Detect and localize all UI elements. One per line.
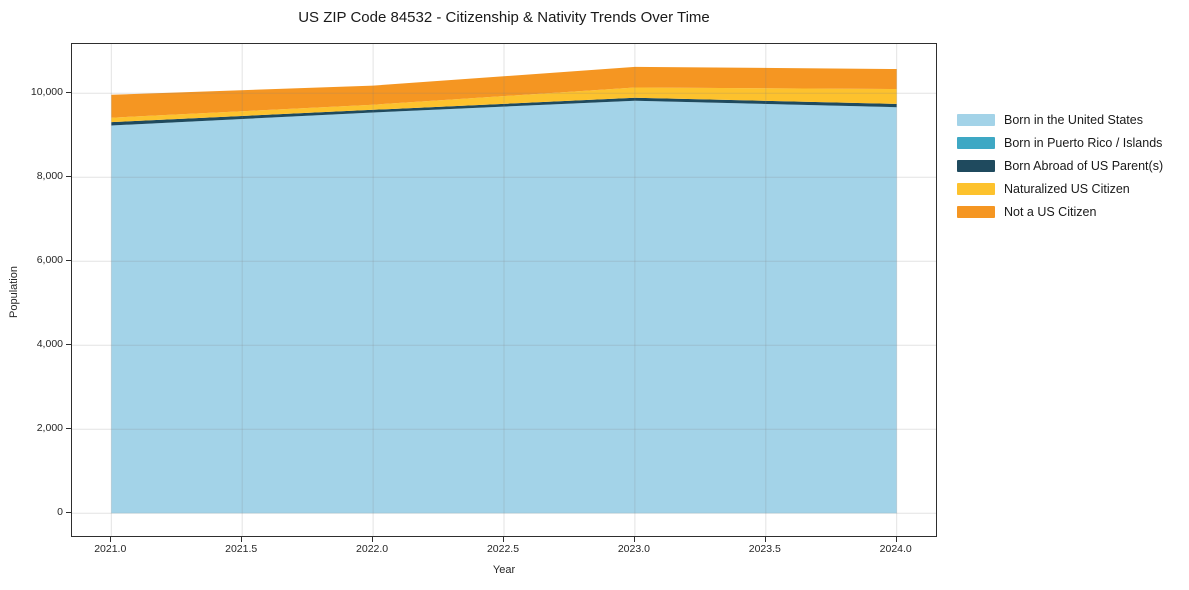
x-axis-label: Year <box>492 564 516 576</box>
x-tick-label: 2023.5 <box>748 543 781 555</box>
area-series <box>111 87 897 123</box>
legend-item: Born in the United States <box>957 108 1163 131</box>
legend-label: Born Abroad of US Parent(s) <box>1004 158 1164 173</box>
y-tick-mark <box>66 176 71 178</box>
legend-item: Born Abroad of US Parent(s) <box>957 154 1163 177</box>
stacked-area-chart <box>72 44 936 536</box>
y-tick-mark <box>66 512 71 514</box>
x-tick-label: 2023.0 <box>617 543 650 555</box>
legend-label: Born in the United States <box>1004 112 1143 127</box>
y-tick-mark <box>66 260 71 262</box>
y-tick-label: 0 <box>57 505 63 518</box>
y-tick-mark <box>66 92 71 94</box>
x-tick-mark <box>764 537 766 542</box>
legend-swatch <box>957 205 995 218</box>
area-series <box>111 66 897 118</box>
legend-label: Born in Puerto Rico / Islands <box>1004 135 1163 150</box>
legend-swatch <box>957 136 995 149</box>
legend-item: Naturalized US Citizen <box>957 177 1163 200</box>
legend-item: Not a US Citizen <box>957 200 1163 223</box>
legend-swatch <box>957 113 995 126</box>
x-tick-mark <box>503 537 504 542</box>
legend-swatch <box>957 182 995 195</box>
x-tick-mark <box>372 537 374 542</box>
legend-swatch <box>957 159 995 172</box>
y-tick-label: 10,000 <box>30 85 63 98</box>
legend-label: Naturalized US Citizen <box>1004 181 1130 196</box>
x-tick-label: 2021.5 <box>225 543 258 555</box>
y-tick-mark <box>66 428 71 430</box>
y-tick-label: 6,000 <box>36 253 63 266</box>
x-tick-label: 2021.0 <box>94 543 127 555</box>
y-tick-mark <box>66 344 71 346</box>
x-tick-label: 2022.5 <box>486 543 520 555</box>
legend-label: Not a US Citizen <box>1004 204 1097 219</box>
chart-title: US ZIP Code 84532 - Citizenship & Nativi… <box>298 9 710 26</box>
x-tick-mark <box>110 537 112 542</box>
x-tick-mark <box>241 537 243 542</box>
gridlines <box>72 44 936 536</box>
x-tick-mark <box>633 537 635 542</box>
y-tick-label: 4,000 <box>36 337 63 350</box>
plot-area <box>71 43 937 537</box>
area-series <box>111 100 897 514</box>
x-tick-label: 2024.0 <box>879 543 912 555</box>
y-tick-label: 8,000 <box>36 169 63 182</box>
y-tick-label: 2,000 <box>36 421 63 434</box>
legend: Born in the United States Born in Puerto … <box>957 108 1163 223</box>
x-tick-label: 2022.0 <box>356 543 389 555</box>
y-axis-label: Population <box>8 266 20 318</box>
x-tick-mark <box>895 537 897 542</box>
legend-item: Born in Puerto Rico / Islands <box>957 131 1163 154</box>
